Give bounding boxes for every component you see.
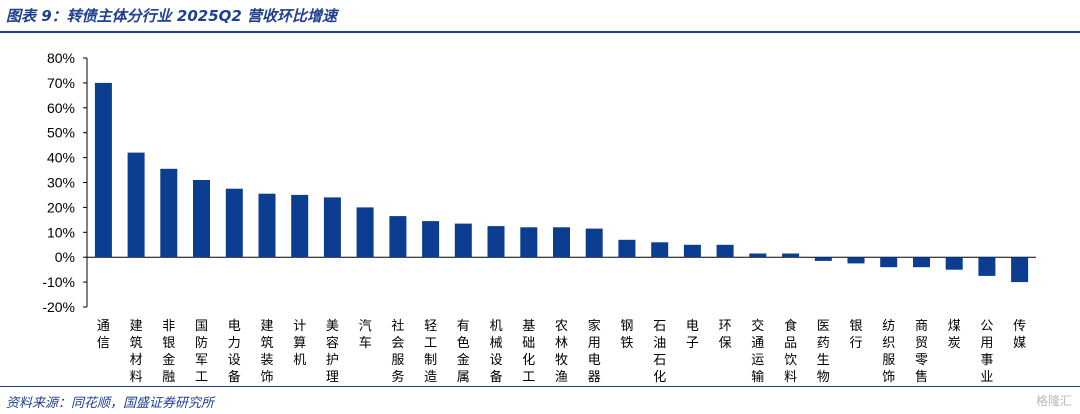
bar	[945, 257, 963, 270]
y-tick-label: -20%	[42, 299, 75, 315]
y-tick-label: 50%	[47, 125, 75, 141]
x-category-label: 电力设备	[228, 319, 241, 385]
bar	[618, 239, 636, 258]
x-category-label: 煤炭	[948, 319, 961, 351]
bar	[978, 257, 996, 276]
header: 图表 9：转债主体分行业 2025Q2 营收环比增速	[0, 0, 1080, 30]
bar	[258, 193, 276, 258]
x-category-label: 公用事业	[980, 319, 993, 385]
bar	[94, 82, 112, 258]
bar	[487, 226, 505, 258]
y-tick-label: 20%	[47, 199, 75, 215]
x-category-label: 建筑材料	[130, 319, 143, 385]
x-category-label: 轻工制造	[424, 319, 437, 385]
x-category-label: 钢铁	[620, 319, 633, 351]
y-tick-label: 0%	[55, 249, 75, 265]
x-category-label: 环保	[719, 319, 732, 351]
x-category-label: 交通运输	[751, 318, 764, 385]
y-tick-label: -10%	[42, 274, 75, 290]
x-category-label: 计算机	[293, 319, 306, 368]
bar	[651, 242, 669, 258]
x-category-label: 电子	[686, 319, 699, 351]
bar-chart: 80% 70% 60% 50% 40% 30% 20% 10% 0% -10% -20% 通信 建筑材…	[42, 50, 1036, 385]
x-category-label: 传媒	[1013, 319, 1026, 351]
bar	[880, 257, 898, 268]
bar	[814, 257, 832, 261]
x-category-label: 有色金属	[457, 319, 470, 385]
x-category-label: 农林牧渔	[555, 319, 568, 385]
x-category-label: 基础化工	[522, 319, 535, 385]
bottom-rule	[0, 386, 1080, 387]
bar	[389, 216, 407, 258]
bar	[225, 188, 243, 258]
y-tick-label: 60%	[47, 100, 75, 116]
bar-series	[94, 82, 1029, 283]
bar	[749, 253, 767, 258]
bar	[127, 152, 145, 258]
y-tick-label: 80%	[47, 50, 75, 66]
bar	[193, 180, 210, 258]
x-category-label: 食品饮料	[784, 318, 797, 385]
chart-axes	[86, 58, 1036, 307]
y-tick-label: 40%	[47, 150, 75, 166]
bar	[553, 227, 570, 258]
x-category-label: 通信	[97, 319, 110, 351]
bar	[913, 257, 930, 268]
x-category-label: 石油石化	[653, 319, 666, 385]
y-tick-labels: 80% 70% 60% 50% 40% 30% 20% 10% 0% -10% -20%	[42, 50, 87, 315]
bar	[422, 221, 440, 258]
bar	[716, 244, 734, 258]
bar	[454, 223, 472, 258]
y-tick-label: 70%	[47, 75, 75, 91]
bar	[160, 168, 178, 258]
bar	[323, 197, 341, 258]
bar	[683, 244, 701, 258]
chart-title: 图表 9：转债主体分行业 2025Q2 营收环比增速	[6, 7, 338, 25]
source-note: 资料来源：同花顺，国盛证券研究所	[6, 396, 215, 411]
y-tick-label: 10%	[47, 224, 75, 240]
x-category-label: 机械设备	[490, 319, 503, 385]
x-category-label: 银行	[849, 319, 862, 351]
x-category-label: 国防军工	[195, 319, 208, 385]
x-category-label: 汽车	[359, 319, 372, 351]
x-category-label: 纺织服饰	[882, 319, 895, 385]
x-category-label: 商贸零售	[915, 319, 928, 385]
x-category-label: 建筑装饰	[260, 319, 273, 385]
bar	[585, 228, 603, 258]
x-category-label: 美容护理	[326, 319, 339, 385]
bar	[291, 194, 309, 258]
bar	[1011, 257, 1029, 283]
x-category-label: 非银金融	[162, 319, 175, 385]
bar	[356, 207, 374, 258]
bar	[782, 253, 800, 258]
bar	[847, 257, 865, 264]
x-category-labels: 通信 建筑材料 非银金融 国防军工 电力设备 建筑装饰 计算机 美容护理 汽车 社会服务 轻工制造 有…	[97, 318, 1026, 385]
x-category-label: 医药生物	[817, 319, 830, 385]
x-category-label: 家用电器	[588, 318, 601, 385]
top-rule	[0, 31, 1080, 33]
bar	[520, 227, 538, 258]
y-tick-label: 30%	[47, 175, 75, 191]
x-category-label: 社会服务	[391, 318, 404, 385]
watermark-logo: 格隆汇	[1035, 394, 1072, 408]
